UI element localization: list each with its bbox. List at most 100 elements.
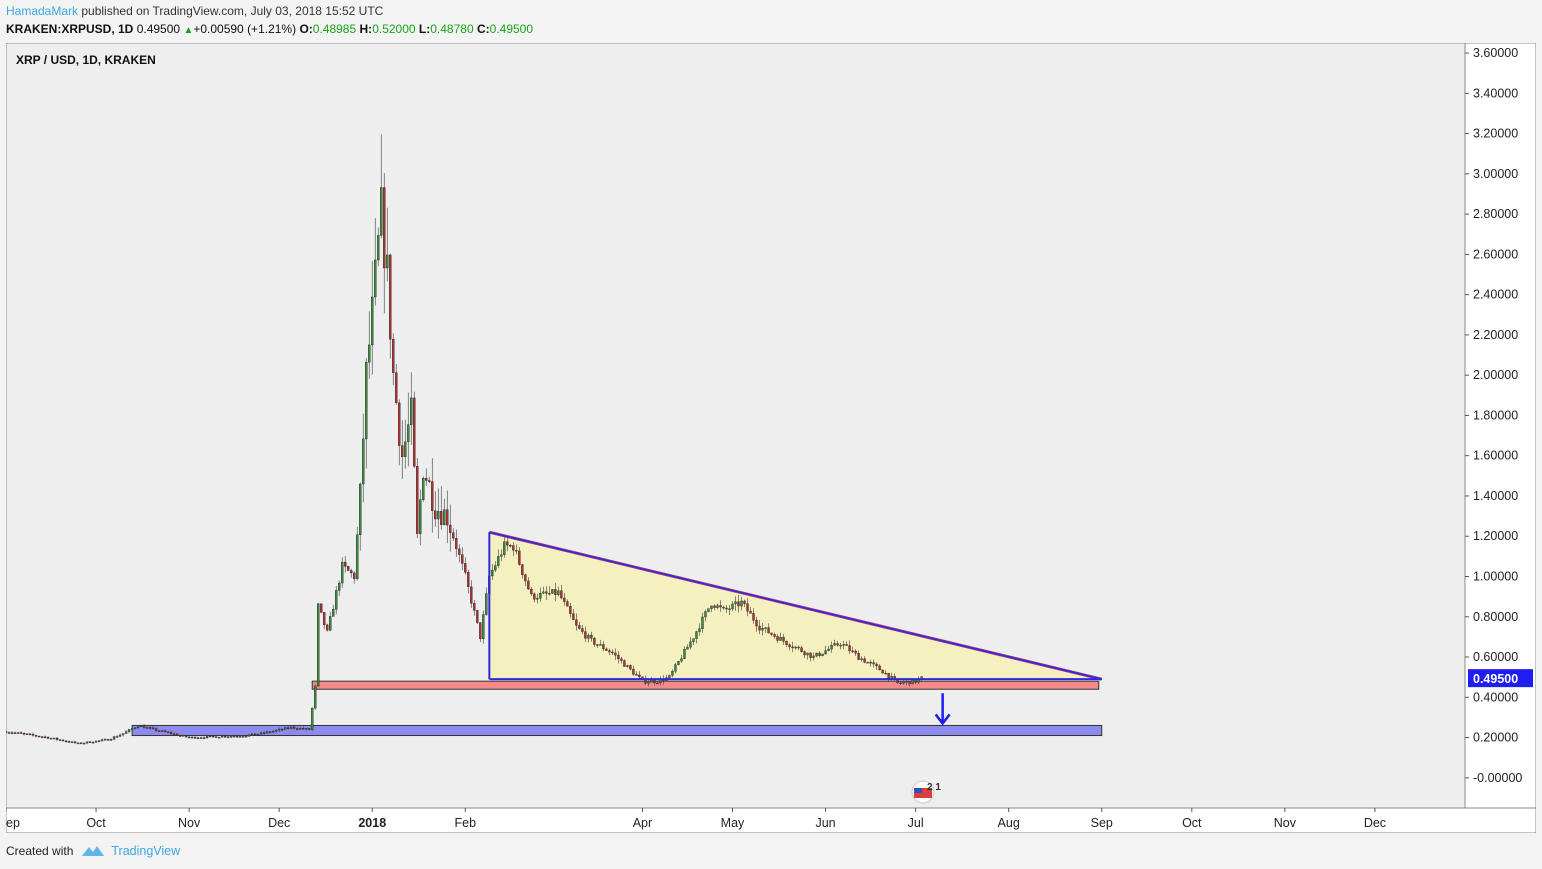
candle <box>266 731 269 734</box>
open-value: 0.48985 <box>312 22 357 36</box>
candle <box>827 648 830 651</box>
candle <box>758 625 761 631</box>
time-tick-label: Apr <box>633 816 652 830</box>
candle <box>142 725 146 729</box>
candle <box>326 624 329 631</box>
event-badge[interactable]: 2 1 <box>911 780 941 804</box>
price-tick-label: 0.60000 <box>1473 650 1518 664</box>
support-zone[interactable] <box>311 680 1100 690</box>
candle <box>187 736 191 739</box>
candle <box>836 643 839 646</box>
candle <box>854 650 857 654</box>
price-tick-label: 2.60000 <box>1473 247 1518 261</box>
candle <box>278 728 281 731</box>
candle <box>881 669 884 674</box>
candle <box>446 509 449 526</box>
candle <box>214 736 218 738</box>
candle <box>37 735 41 738</box>
candle <box>746 603 749 612</box>
candle <box>34 735 38 737</box>
price-tick-label: 0.20000 <box>1473 731 1518 745</box>
candle <box>626 665 629 667</box>
time-tick-label: Nov <box>1274 816 1297 830</box>
candle <box>19 732 23 734</box>
support-zone[interactable] <box>131 724 1103 737</box>
price-tick-label: 2.20000 <box>1473 328 1518 342</box>
candle <box>500 554 503 557</box>
candle <box>299 727 302 730</box>
candle <box>353 572 356 579</box>
candle <box>112 736 116 740</box>
created-with-text: Created with <box>6 844 74 858</box>
candle <box>584 631 587 639</box>
candle <box>779 637 782 641</box>
candle <box>103 739 107 741</box>
candle <box>536 597 539 600</box>
candle <box>737 601 740 607</box>
candle <box>323 612 326 626</box>
candle <box>722 606 725 609</box>
candle <box>31 733 35 736</box>
candle <box>839 644 842 647</box>
candle <box>797 646 800 649</box>
candle <box>635 674 638 676</box>
candle <box>824 650 827 655</box>
candle <box>136 726 140 728</box>
candle <box>7 732 11 734</box>
candle <box>677 661 680 665</box>
candle <box>124 731 128 734</box>
candle <box>461 554 464 564</box>
candle <box>608 650 611 653</box>
candle <box>851 650 854 653</box>
candle <box>293 726 296 729</box>
candle <box>830 644 833 650</box>
high-value: 0.52000 <box>372 22 416 36</box>
price-chart[interactable]: 3.60000 3.40000 3.20000 3.00000 2.80000 2.600… <box>4 42 1537 834</box>
candle <box>335 590 338 610</box>
candle <box>371 296 374 346</box>
candle <box>467 572 470 587</box>
candle <box>208 735 212 738</box>
candle <box>395 372 398 403</box>
candle <box>809 652 812 658</box>
candle <box>773 634 776 637</box>
candle <box>169 732 173 735</box>
candle <box>845 644 848 646</box>
chart-frame[interactable]: 3.60000 3.40000 3.20000 3.00000 2.80000 2.600… <box>4 42 1537 834</box>
candle <box>106 739 110 741</box>
candle <box>263 732 266 734</box>
candle <box>755 620 758 627</box>
footer: Created with TradingView <box>6 844 180 858</box>
candle <box>695 631 698 639</box>
candle <box>398 402 401 446</box>
candle <box>506 541 509 546</box>
candle <box>842 644 845 646</box>
candle <box>425 477 428 481</box>
candle <box>67 741 71 743</box>
candle <box>602 644 605 650</box>
time-tick-label: Oct <box>86 816 106 830</box>
author-link[interactable]: HamadaMark <box>6 4 79 18</box>
candle <box>575 619 578 626</box>
candle <box>229 736 233 738</box>
time-tick-label: Nov <box>178 816 201 830</box>
candle <box>521 564 524 575</box>
candle <box>515 550 518 552</box>
time-axis[interactable] <box>5 807 1537 834</box>
candle <box>443 509 446 525</box>
candle <box>449 524 452 533</box>
chart-title: XRP / USD, 1D, KRAKEN <box>16 53 156 67</box>
candle <box>674 664 677 672</box>
candle <box>794 646 797 649</box>
candle <box>178 735 182 737</box>
candle <box>518 550 521 565</box>
candle <box>833 643 836 646</box>
candle <box>887 672 890 679</box>
tradingview-link[interactable]: TradingView <box>111 844 181 858</box>
chart-pane[interactable] <box>5 42 1466 809</box>
candle <box>374 259 377 298</box>
candle <box>716 605 719 608</box>
candle <box>130 728 134 730</box>
candle <box>605 648 608 651</box>
price-tick-label: 1.40000 <box>1473 489 1518 503</box>
